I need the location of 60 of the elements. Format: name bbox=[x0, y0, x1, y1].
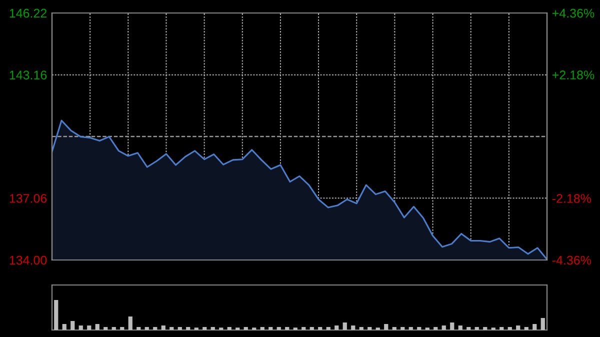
bar bbox=[351, 326, 356, 330]
bar bbox=[112, 327, 116, 330]
bar bbox=[334, 326, 339, 330]
bar bbox=[78, 326, 83, 330]
bar bbox=[178, 327, 182, 330]
y2-tick-label: +2.18% bbox=[552, 70, 594, 80]
bar bbox=[359, 327, 364, 330]
y2-tick-label: -4.36% bbox=[552, 256, 592, 265]
bar bbox=[442, 326, 446, 330]
y-tick-label: 134.00 bbox=[10, 256, 47, 265]
bar bbox=[368, 327, 372, 330]
bar bbox=[540, 318, 545, 330]
bar bbox=[483, 327, 488, 330]
bar bbox=[227, 327, 232, 330]
bar bbox=[202, 327, 207, 330]
bar bbox=[120, 327, 124, 330]
bar bbox=[244, 327, 248, 330]
bar bbox=[54, 300, 58, 330]
bar bbox=[153, 327, 158, 330]
bar bbox=[532, 324, 537, 330]
bar bbox=[276, 327, 281, 330]
bar bbox=[95, 324, 100, 330]
bar bbox=[285, 327, 290, 330]
bar bbox=[210, 327, 215, 330]
bar bbox=[70, 321, 75, 330]
bar bbox=[508, 327, 512, 330]
bar bbox=[392, 327, 396, 330]
bar bbox=[434, 327, 438, 330]
bar bbox=[87, 326, 92, 330]
bar bbox=[268, 327, 273, 330]
y-tick-label: 143.16 bbox=[10, 70, 47, 80]
bar bbox=[318, 327, 322, 330]
bar bbox=[302, 327, 306, 330]
bar bbox=[516, 326, 520, 330]
y2-tick-label: +4.36% bbox=[552, 8, 594, 18]
bar bbox=[342, 322, 347, 330]
bar bbox=[500, 327, 504, 330]
bar bbox=[170, 327, 174, 330]
bar bbox=[524, 327, 528, 330]
bar bbox=[161, 326, 166, 330]
bar bbox=[144, 327, 149, 330]
bar bbox=[104, 327, 108, 330]
bar bbox=[466, 327, 471, 330]
bar bbox=[474, 327, 479, 330]
bar bbox=[450, 322, 454, 330]
bar bbox=[417, 327, 422, 330]
bar bbox=[400, 327, 405, 330]
bar bbox=[408, 327, 413, 330]
bar bbox=[384, 324, 388, 330]
bar bbox=[310, 327, 314, 330]
bar bbox=[62, 324, 66, 330]
y-tick-label: 137.06 bbox=[10, 194, 47, 203]
y2-tick-label: -2.18% bbox=[552, 194, 592, 203]
bar bbox=[260, 327, 264, 330]
bar bbox=[136, 327, 141, 330]
y-tick-label: 146.22 bbox=[10, 8, 47, 18]
bar bbox=[326, 327, 330, 330]
bar bbox=[186, 327, 190, 330]
bar bbox=[128, 316, 132, 330]
bar bbox=[458, 326, 462, 330]
